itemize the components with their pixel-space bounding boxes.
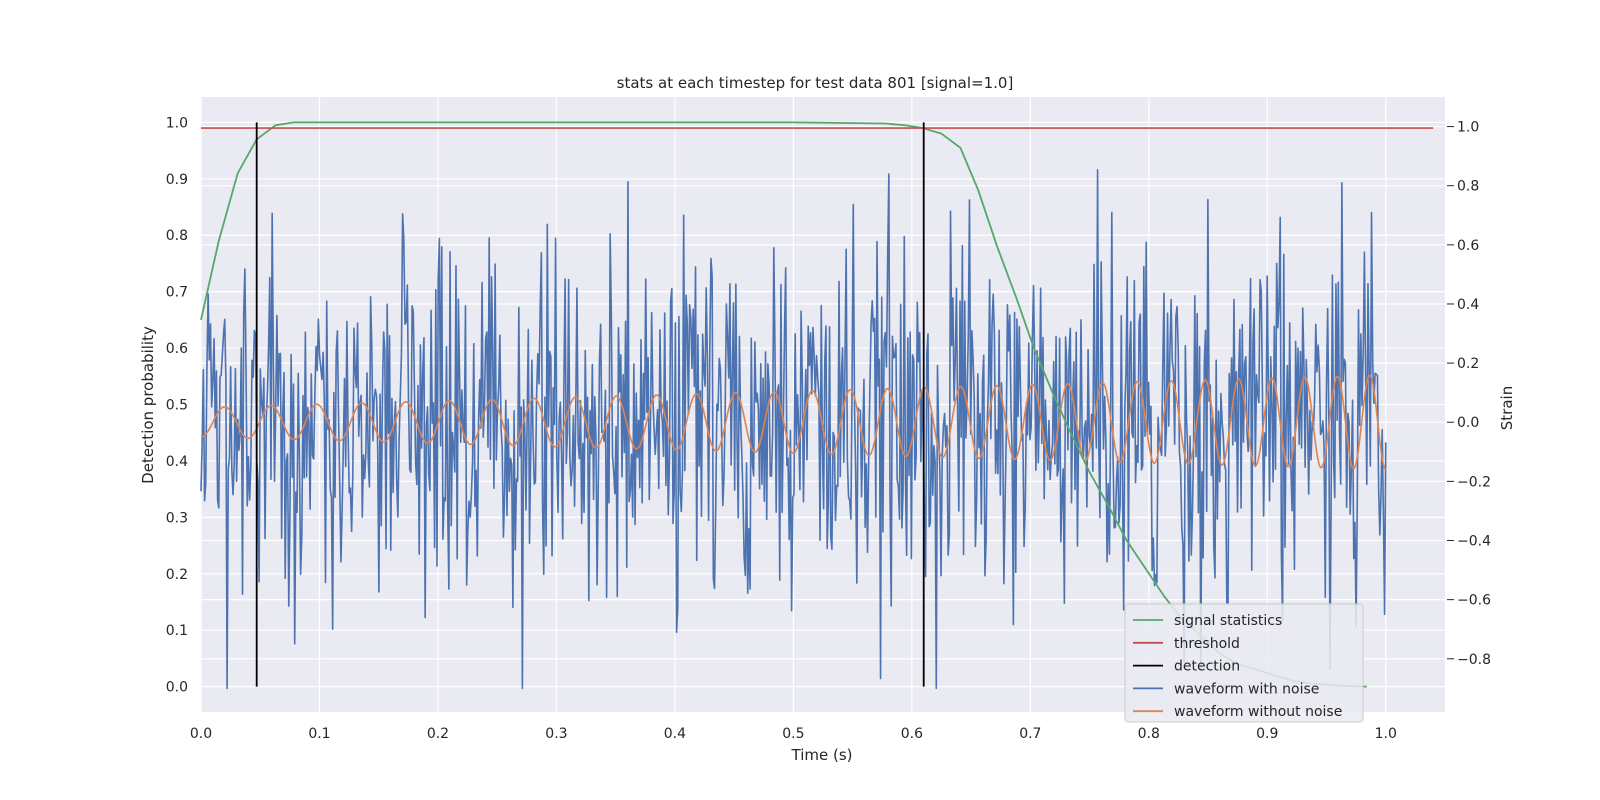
x-axis-label: Time (s) (791, 746, 853, 764)
right-y-tick-label: 0.4 (1457, 297, 1479, 313)
waveform-without-noise-line (200, 374, 1387, 471)
x-tick-label: 0.2 (427, 726, 449, 742)
waveform-with-noise-line (200, 168, 1387, 690)
x-tick-label: 1.0 (1375, 726, 1397, 742)
left-y-tick-label: 0.2 (166, 567, 188, 583)
left-y-tick-label: 0.6 (166, 341, 188, 357)
x-tick-label: 0.4 (664, 726, 686, 742)
left-y-tick-label: 0.1 (166, 623, 188, 639)
waveform-without-noise-series (200, 374, 1387, 471)
x-tick-label: 0.1 (308, 726, 330, 742)
legend: signal statistics threshold detection wavef… (1124, 603, 1364, 723)
x-axis-ticks: 0.0 0.1 0.2 0.3 0.4 0.5 0.6 0.7 0.8 0.9 1.0 (190, 726, 1397, 742)
right-y-tick-label: 0.0 (1457, 415, 1479, 431)
left-y-tick-label: 0.4 (166, 454, 188, 470)
detection-series (255, 122, 925, 687)
right-y-tick-label: −0.2 (1457, 474, 1491, 490)
left-y-tick-label: 0.5 (166, 398, 188, 414)
waveform-with-noise-series (200, 168, 1387, 690)
right-y-tick-label: 1.0 (1457, 120, 1479, 136)
left-y-tick-label: 0.3 (166, 510, 188, 526)
right-y-tick-label: −0.4 (1457, 534, 1491, 550)
left-y-tick-label: 0.0 (166, 680, 188, 696)
right-y-tick-label: 0.8 (1457, 179, 1479, 195)
right-y-axis-ticks: −0.8 −0.6 −0.4 −0.2 0.0 0.2 0.4 0.6 0.8 1.0 (1447, 120, 1491, 668)
legend-label: waveform with noise (1174, 681, 1319, 697)
left-y-axis-ticks: 0.0 0.1 0.2 0.3 0.4 0.5 0.6 0.7 0.8 0.9 1.0 (166, 115, 188, 695)
left-y-tick-label: 0.8 (166, 228, 188, 244)
right-y-tick-label: −0.8 (1457, 652, 1491, 668)
right-y-axis-label: Strain (1498, 386, 1516, 430)
x-tick-label: 0.3 (545, 726, 567, 742)
legend-label: waveform without noise (1174, 704, 1342, 720)
x-tick-label: 0.5 (782, 726, 804, 742)
legend-label: detection (1174, 659, 1240, 675)
legend-label: threshold (1174, 636, 1240, 652)
right-y-tick-label: −0.6 (1457, 593, 1491, 609)
x-tick-label: 0.6 (901, 726, 923, 742)
legend-box (1124, 603, 1364, 723)
x-tick-label: 0.9 (1256, 726, 1278, 742)
right-y-tick-label: 0.2 (1457, 356, 1479, 372)
left-y-tick-label: 0.9 (166, 172, 188, 188)
left-y-tick-label: 0.7 (166, 285, 188, 301)
x-tick-label: 0.8 (1138, 726, 1160, 742)
chart-title: stats at each timestep for test data 801… (617, 74, 1014, 92)
legend-label: signal statistics (1174, 613, 1282, 629)
x-tick-label: 0.0 (190, 726, 212, 742)
left-y-tick-label: 1.0 (166, 115, 188, 131)
x-tick-label: 0.7 (1019, 726, 1041, 742)
right-y-tick-label: 0.6 (1457, 238, 1479, 254)
left-y-axis-label: Detection probability (139, 326, 157, 484)
